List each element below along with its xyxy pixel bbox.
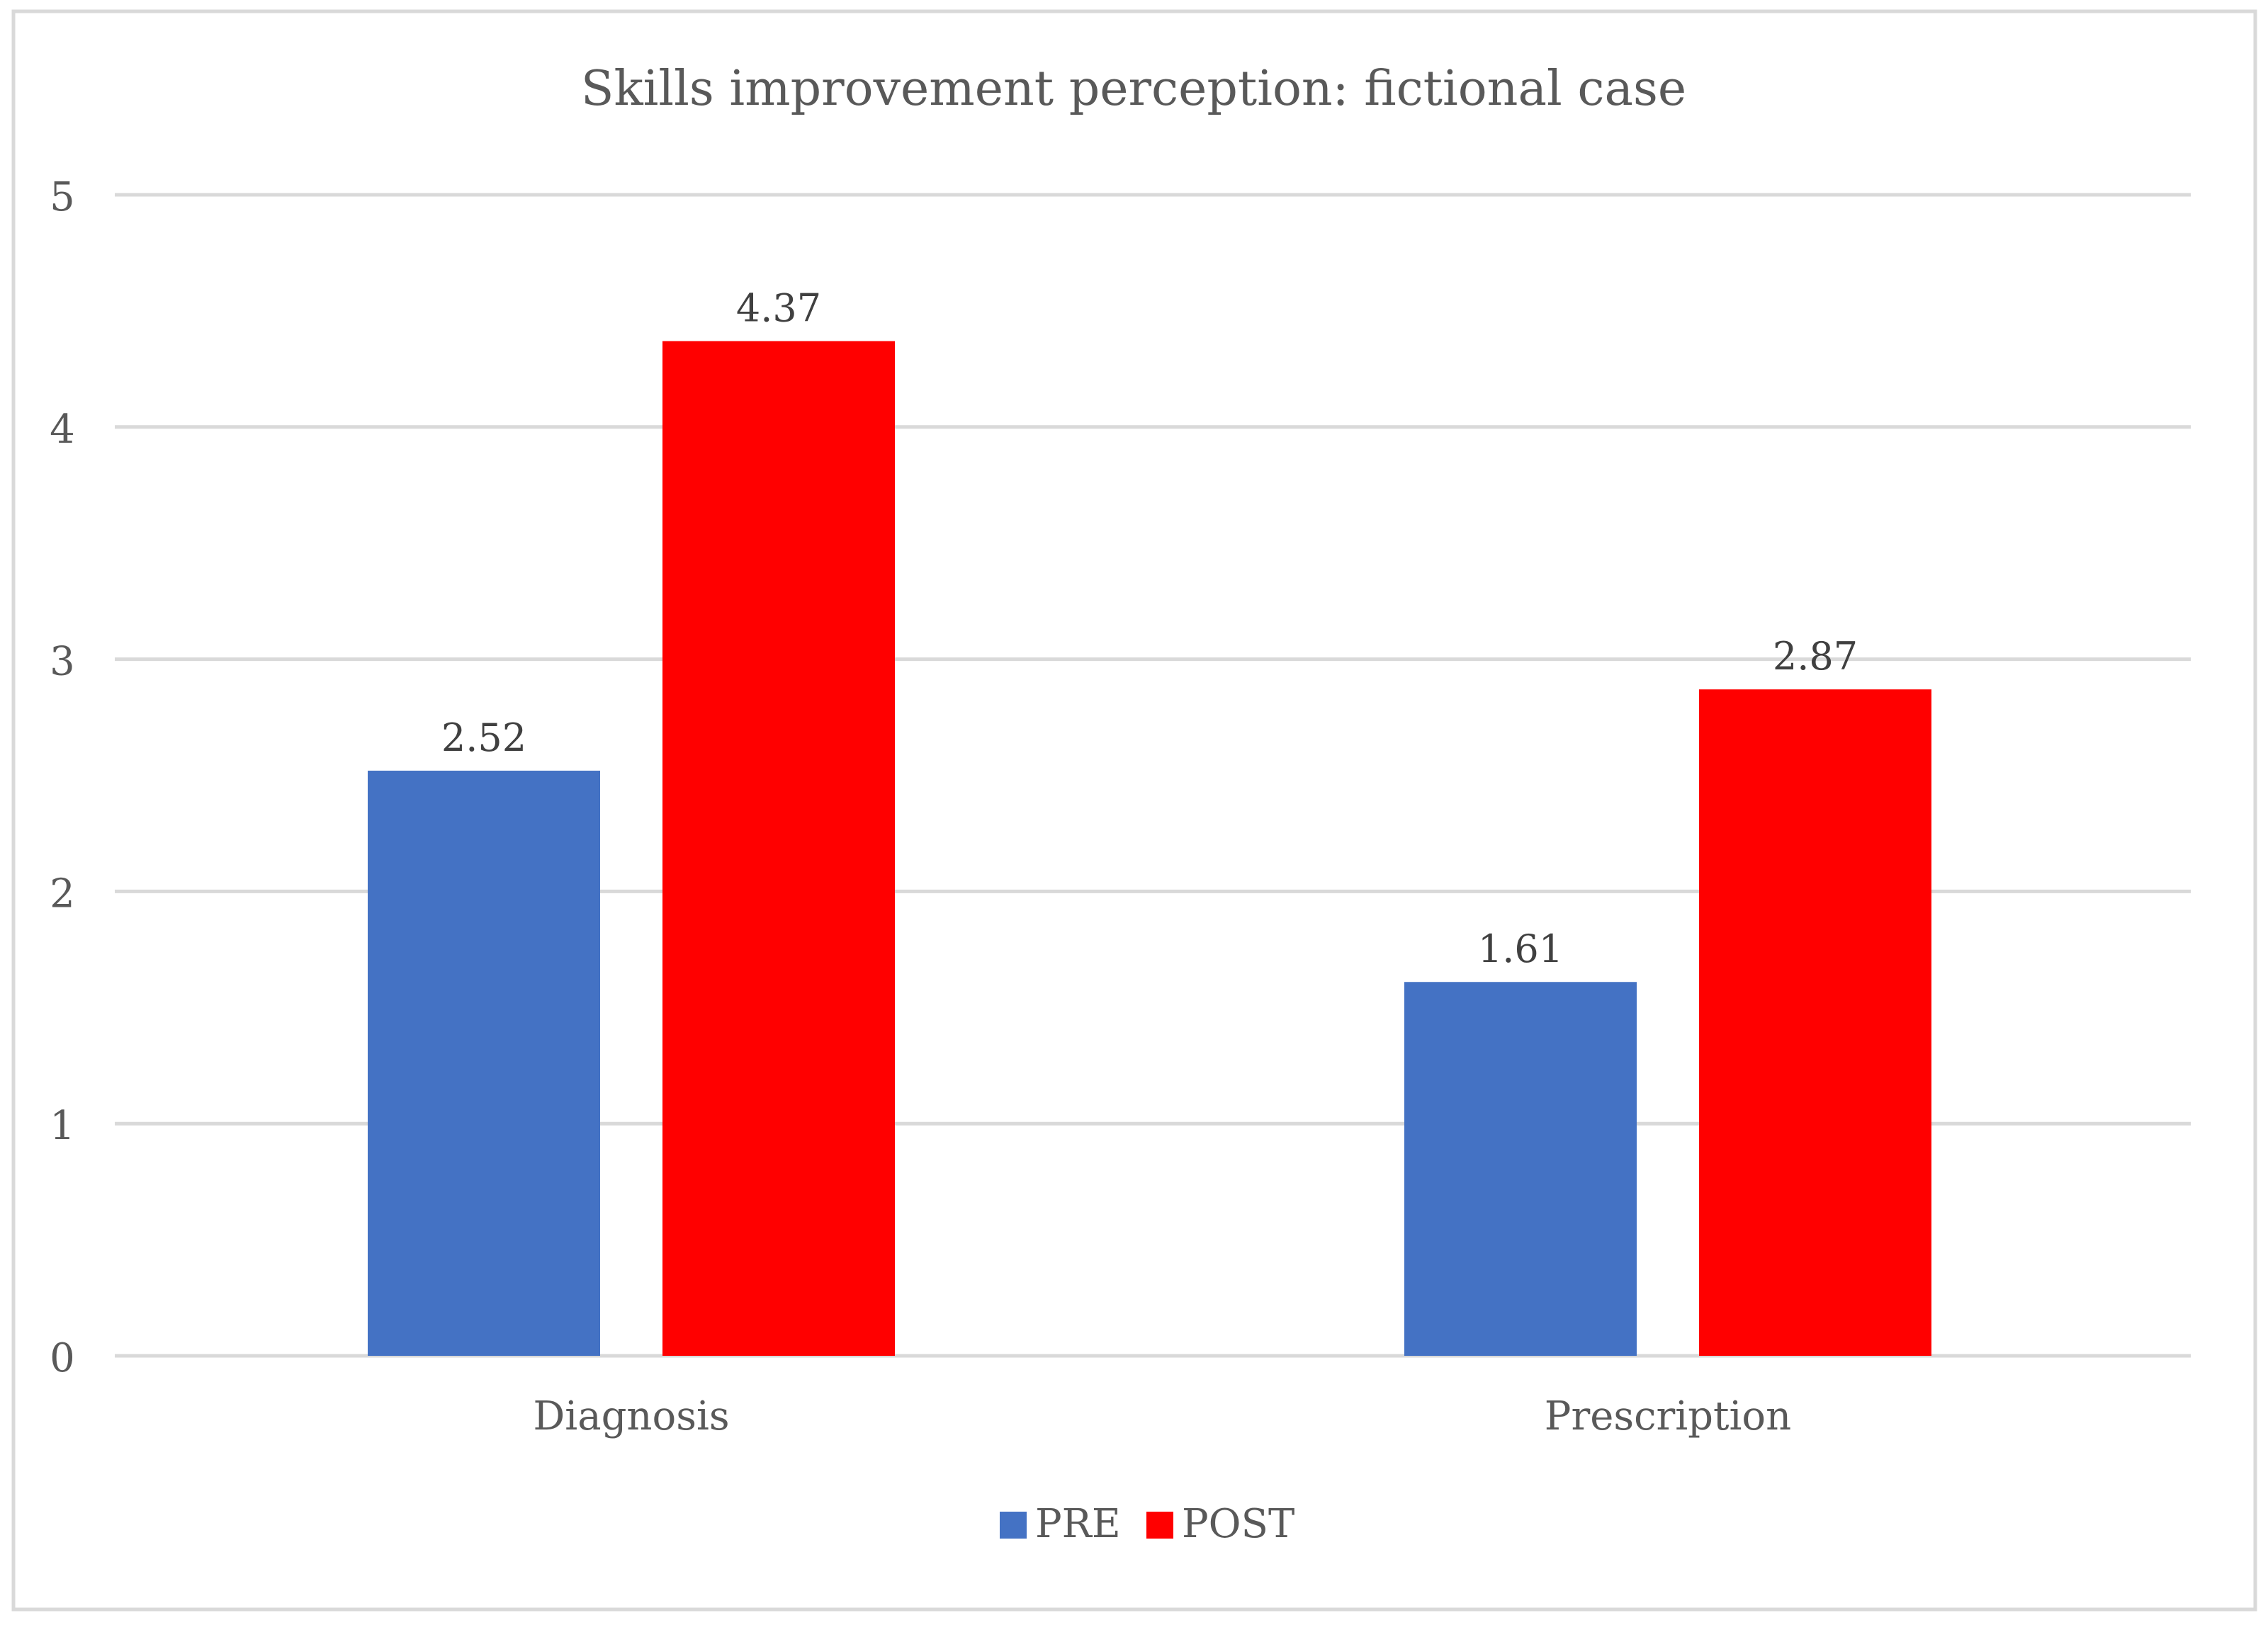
- bar-pre-prescription: [1404, 982, 1637, 1356]
- data-label: 4.37: [736, 286, 821, 331]
- bar-post-prescription: [1699, 689, 1931, 1356]
- legend-label: POST: [1182, 1501, 1294, 1547]
- data-labels: 2.52 1.61 4.37 2.87: [441, 286, 1858, 972]
- data-label: 2.87: [1773, 634, 1858, 679]
- y-tick-label: 0: [50, 1335, 75, 1381]
- legend-label: PRE: [1035, 1501, 1121, 1547]
- legend-swatch: [1000, 1512, 1027, 1539]
- y-tick-label: 3: [50, 639, 75, 685]
- y-tick-label: 2: [50, 871, 75, 917]
- bars: [368, 341, 1931, 1356]
- chart-title: Skills improvement perception: fictional…: [581, 61, 1686, 117]
- y-axis-ticks: 0 1 2 3 4 5: [50, 174, 75, 1381]
- y-tick-label: 5: [50, 174, 75, 220]
- bar-pre-diagnosis: [368, 770, 600, 1356]
- x-axis-ticks: Diagnosis Prescription: [533, 1393, 1791, 1439]
- x-tick-label: Diagnosis: [533, 1393, 729, 1439]
- y-tick-label: 1: [50, 1103, 75, 1149]
- x-tick-label: Prescription: [1545, 1393, 1791, 1439]
- data-label: 2.52: [441, 715, 526, 760]
- legend-item-post: POST: [1146, 1501, 1294, 1547]
- legend-swatch: [1146, 1512, 1173, 1539]
- y-tick-label: 4: [50, 407, 75, 453]
- legend: PRE POST: [1000, 1501, 1294, 1547]
- data-label: 1.61: [1478, 927, 1563, 971]
- bar-post-diagnosis: [662, 341, 895, 1356]
- legend-item-pre: PRE: [1000, 1501, 1121, 1547]
